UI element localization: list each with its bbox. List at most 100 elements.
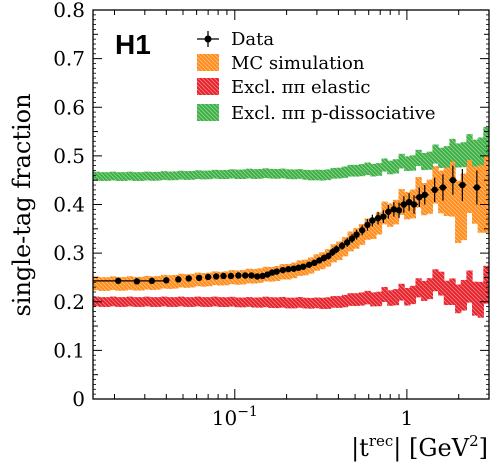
band-hatch <box>143 296 151 307</box>
legend-item: Excl. ππ p-dissociative <box>197 103 436 124</box>
data-marker <box>175 276 182 283</box>
band-hatch <box>347 293 354 306</box>
band-hatch <box>409 155 417 171</box>
data-point <box>448 165 457 195</box>
band-hatch <box>93 276 100 291</box>
band-hatch <box>392 199 400 225</box>
band-hatch <box>296 297 303 308</box>
data-point <box>405 193 414 211</box>
data-marker <box>439 184 447 191</box>
data-point <box>213 273 220 280</box>
band-hatch <box>211 169 219 179</box>
band-hatch <box>296 169 303 179</box>
band-hatch <box>223 271 230 286</box>
legend-marker <box>204 35 212 43</box>
band-hatch <box>387 203 394 227</box>
band-hatch <box>404 192 411 220</box>
band-hatch <box>189 273 196 288</box>
band-hatch <box>251 297 258 308</box>
data-marker <box>242 272 249 279</box>
band-hatch <box>177 170 185 180</box>
y-tick-label: 0.5 <box>53 144 85 168</box>
band-hatch <box>126 276 134 290</box>
band-hatch <box>104 277 111 291</box>
band-hatch <box>409 285 417 305</box>
band-hatch <box>302 169 309 180</box>
band-hatch <box>285 297 292 309</box>
legend-swatch-hatch <box>197 78 219 95</box>
band-hatch <box>449 278 456 306</box>
y-tick-label: 0.7 <box>53 47 85 71</box>
data-marker <box>400 201 408 208</box>
band-hatch <box>245 297 252 307</box>
band-hatch <box>381 201 388 225</box>
band-hatch <box>121 277 128 291</box>
band-hatch <box>353 164 360 177</box>
band-hatch <box>319 169 326 181</box>
data-point <box>380 210 387 223</box>
data-marker <box>348 235 356 242</box>
band-hatch <box>432 166 439 204</box>
band-hatch <box>126 296 134 307</box>
band-hatch <box>155 171 162 181</box>
legend-label: MC simulation <box>231 53 365 74</box>
band-hatch <box>438 271 445 296</box>
band-hatch <box>466 142 473 213</box>
band-hatch <box>279 296 286 308</box>
band-hatch <box>143 171 151 181</box>
band-hatch <box>358 164 366 177</box>
data-marker <box>300 263 307 270</box>
band-hatch <box>177 296 185 307</box>
band-hatch <box>240 297 247 308</box>
band-hatch <box>449 138 456 162</box>
band-hatch <box>370 163 377 177</box>
data-point <box>242 272 249 279</box>
band-hatch <box>217 297 224 307</box>
band-hatch <box>234 169 241 180</box>
legend-item: Data <box>197 29 274 50</box>
data-marker <box>248 272 255 279</box>
band-hatch <box>353 293 360 306</box>
band-hatch <box>115 172 122 181</box>
data-marker <box>204 273 212 281</box>
data-point <box>279 266 286 274</box>
tick-labels-layer: 0 0.1 0.2 0.3 0.4 0.5 0.6 0.7 0.8 10−1 1 <box>53 0 413 430</box>
band-hatch <box>347 164 354 177</box>
band-hatch <box>160 171 168 180</box>
band-hatch <box>398 283 405 301</box>
band-hatch <box>268 297 275 308</box>
band-hatch <box>432 144 439 164</box>
legend-swatch-hatch <box>197 104 219 121</box>
y-tick-label: 0.4 <box>53 193 85 217</box>
band-hatch <box>319 297 326 309</box>
band-hatch <box>472 139 479 167</box>
band-hatch <box>341 294 349 308</box>
band-hatch <box>268 168 275 179</box>
band-hatch <box>483 147 489 233</box>
data-point <box>430 177 439 203</box>
band-hatch <box>228 169 236 179</box>
band-hatch <box>121 172 128 181</box>
band-hatch <box>132 172 139 181</box>
band-hatch <box>364 290 371 305</box>
band-hatch <box>483 265 489 304</box>
band-hatch <box>307 170 315 181</box>
data-point <box>316 257 323 264</box>
band-hatch <box>336 241 343 261</box>
band-hatch <box>370 217 377 239</box>
data-marker <box>148 277 156 285</box>
band-hatch <box>477 281 484 318</box>
band-hatch <box>432 269 439 292</box>
data-marker <box>344 239 351 246</box>
data-point <box>420 185 429 205</box>
x-tick-label: 10−1 <box>212 404 258 430</box>
data-point <box>300 263 307 270</box>
data-point <box>369 214 376 227</box>
band-hatch <box>104 297 111 307</box>
band-hatch <box>109 296 117 307</box>
band-hatch <box>460 173 467 241</box>
band-hatch <box>330 167 337 179</box>
band-hatch <box>375 212 383 235</box>
band-hatch <box>285 169 292 180</box>
